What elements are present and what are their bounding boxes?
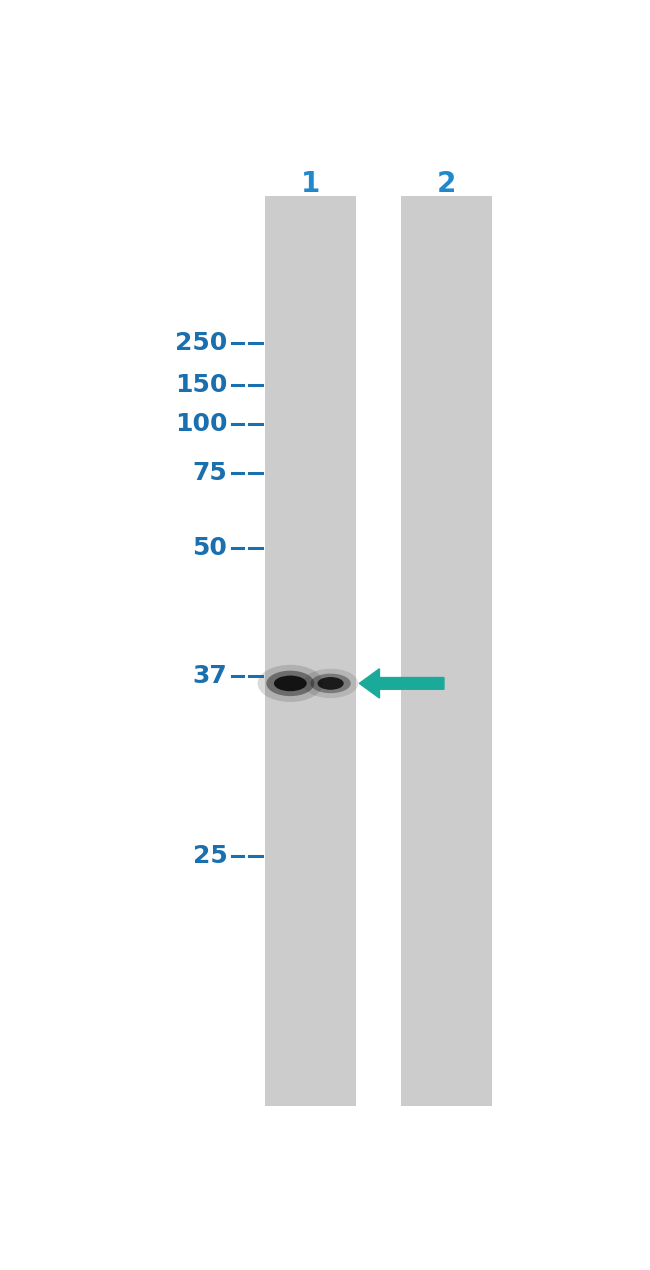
Text: 100: 100 [175,413,228,437]
Ellipse shape [274,676,307,691]
Ellipse shape [303,669,358,699]
Ellipse shape [257,664,323,702]
FancyArrow shape [359,669,444,699]
Text: 50: 50 [192,536,227,560]
Text: 75: 75 [192,461,227,485]
Text: 150: 150 [175,373,228,398]
Text: 250: 250 [175,331,228,356]
Ellipse shape [266,671,314,696]
Text: 2: 2 [437,170,456,198]
Ellipse shape [317,677,344,690]
Bar [401,197,492,1106]
Ellipse shape [311,673,351,693]
Text: 1: 1 [301,170,320,198]
Bar [265,197,356,1106]
Text: 25: 25 [192,845,227,869]
Text: 37: 37 [192,664,227,687]
